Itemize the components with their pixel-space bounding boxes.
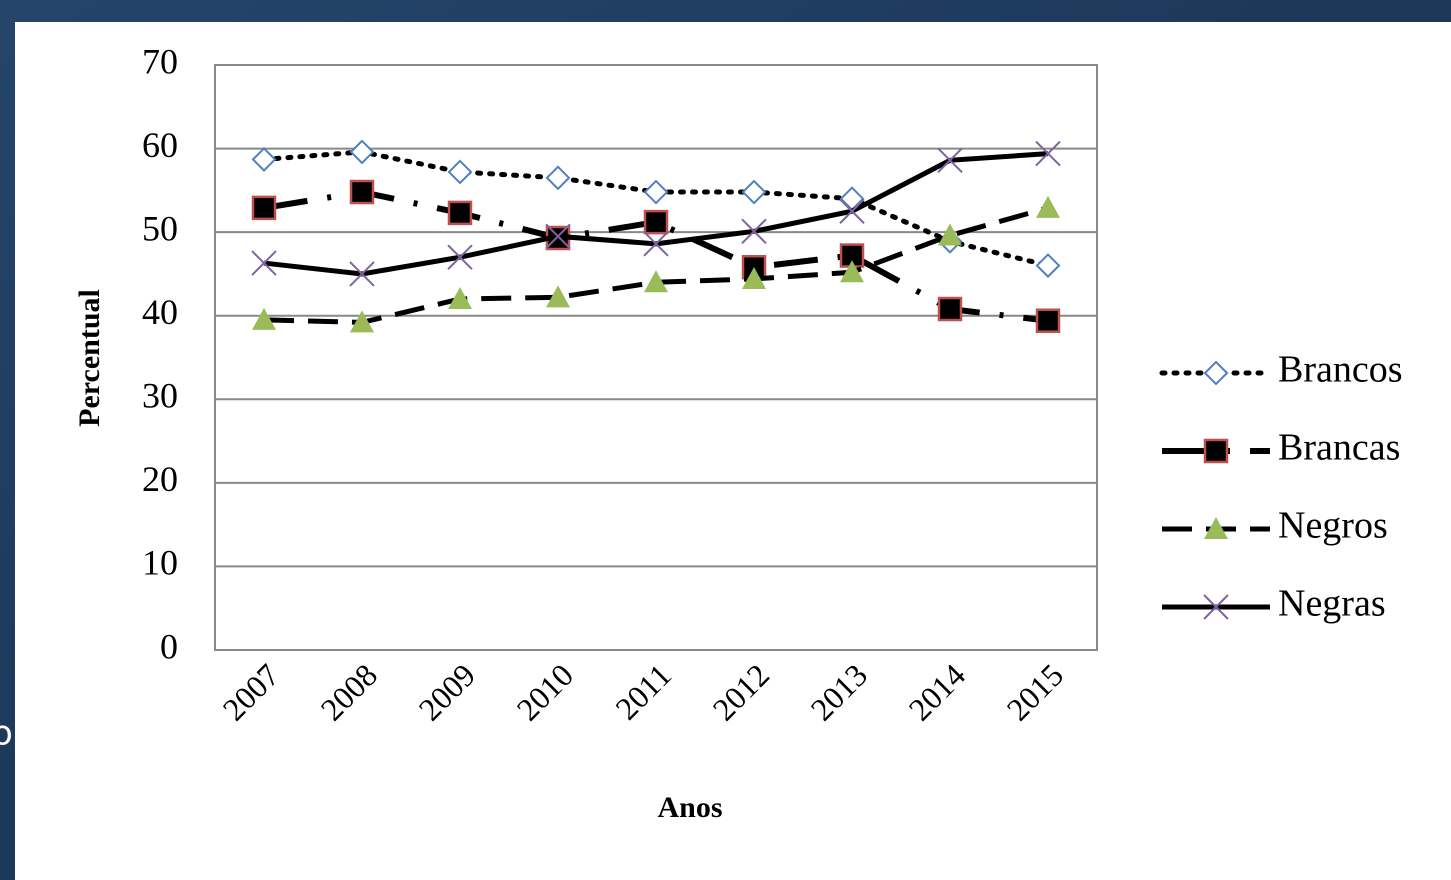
series-marker [349, 261, 375, 287]
legend-marker [1203, 594, 1229, 620]
series-marker [643, 231, 669, 257]
series-marker [350, 310, 374, 333]
y-tick-label: 40 [142, 292, 178, 332]
y-tick-label: 60 [142, 125, 178, 165]
y-tick-label: 20 [142, 459, 178, 499]
series-line [263, 188, 1049, 324]
series-marker [840, 260, 864, 283]
x-axis-label: Anos [657, 791, 722, 824]
series-marker [447, 159, 473, 185]
series-marker [349, 179, 375, 205]
series-marker [937, 147, 963, 173]
series-marker [447, 200, 473, 226]
chart-background [15, 22, 1451, 880]
legend-label: Negras [1278, 583, 1386, 625]
series-marker [448, 287, 472, 309]
background-text: o [0, 714, 13, 754]
series-marker [251, 195, 277, 221]
legend-label: Brancas [1278, 427, 1400, 469]
series-marker [545, 223, 571, 250]
series-line [263, 205, 1049, 325]
y-tick-label: 10 [142, 543, 178, 583]
y-tick-label: 70 [142, 41, 178, 81]
series-marker [349, 139, 375, 165]
y-axis-label: Percentual [73, 289, 106, 427]
series-marker [252, 307, 276, 330]
series-marker [742, 266, 766, 289]
series-marker [839, 198, 865, 224]
series-marker [545, 165, 571, 191]
series-marker [741, 179, 767, 205]
series-marker [1035, 140, 1061, 167]
legend-label: Brancos [1278, 349, 1403, 391]
legend-label: Negros [1278, 505, 1388, 547]
series-marker [937, 296, 963, 322]
series-marker [741, 218, 767, 245]
legend-marker [1204, 517, 1228, 539]
series-marker [938, 223, 962, 246]
series-marker [251, 147, 277, 172]
y-tick-label: 50 [142, 208, 178, 248]
legend-marker [1203, 438, 1229, 464]
series-marker [1036, 195, 1060, 218]
legend-marker [1203, 360, 1229, 386]
y-tick-label: 0 [160, 626, 178, 666]
series-marker [643, 179, 669, 205]
series-marker [1035, 308, 1061, 333]
series-marker [251, 250, 277, 276]
y-tick-label: 30 [142, 376, 178, 416]
series-marker [447, 244, 473, 270]
series-marker [1035, 253, 1061, 278]
series-marker [643, 209, 669, 235]
series-marker [644, 270, 668, 293]
series-marker [546, 285, 570, 308]
